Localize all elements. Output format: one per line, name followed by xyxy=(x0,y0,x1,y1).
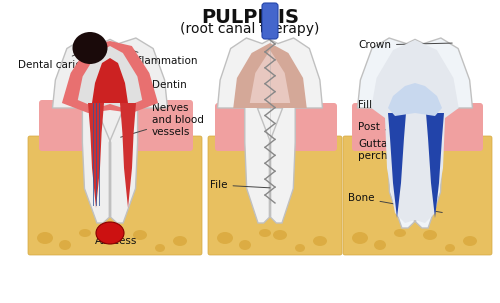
Text: Abscess: Abscess xyxy=(95,233,138,246)
Polygon shape xyxy=(120,103,136,208)
Polygon shape xyxy=(78,46,142,108)
Polygon shape xyxy=(358,38,472,228)
Ellipse shape xyxy=(352,232,368,244)
Text: (root canal therapy): (root canal therapy) xyxy=(180,22,320,36)
Ellipse shape xyxy=(463,236,477,246)
Text: Gutta
percha: Gutta percha xyxy=(358,139,430,165)
Ellipse shape xyxy=(79,229,91,237)
Polygon shape xyxy=(88,103,104,208)
Text: Filling: Filling xyxy=(358,100,434,110)
Text: File: File xyxy=(210,180,270,190)
Polygon shape xyxy=(218,38,322,223)
Ellipse shape xyxy=(37,232,53,244)
FancyBboxPatch shape xyxy=(215,103,337,151)
Text: Post: Post xyxy=(358,122,432,138)
Ellipse shape xyxy=(295,244,305,252)
Ellipse shape xyxy=(273,230,287,240)
Ellipse shape xyxy=(445,244,455,252)
Ellipse shape xyxy=(173,236,187,246)
Polygon shape xyxy=(388,113,406,218)
FancyBboxPatch shape xyxy=(39,100,193,151)
FancyBboxPatch shape xyxy=(28,136,202,255)
Text: Bone: Bone xyxy=(348,193,442,212)
Ellipse shape xyxy=(59,240,71,250)
Polygon shape xyxy=(372,40,458,223)
Ellipse shape xyxy=(313,236,327,246)
Ellipse shape xyxy=(155,244,165,252)
Ellipse shape xyxy=(423,230,437,240)
Polygon shape xyxy=(233,43,307,108)
Polygon shape xyxy=(92,58,128,103)
Text: PULPITIS: PULPITIS xyxy=(201,8,299,27)
Text: Crown: Crown xyxy=(358,40,452,50)
Ellipse shape xyxy=(259,229,271,237)
Polygon shape xyxy=(426,113,444,218)
Ellipse shape xyxy=(217,232,233,244)
Text: Dental caries: Dental caries xyxy=(18,49,87,70)
Polygon shape xyxy=(250,50,290,103)
Ellipse shape xyxy=(72,32,108,64)
FancyBboxPatch shape xyxy=(343,136,492,255)
Polygon shape xyxy=(388,83,442,116)
Text: Dentin: Dentin xyxy=(145,80,187,90)
Ellipse shape xyxy=(96,222,124,244)
Polygon shape xyxy=(62,41,158,113)
Text: Inflammation: Inflammation xyxy=(122,47,198,66)
FancyBboxPatch shape xyxy=(208,136,342,255)
Ellipse shape xyxy=(239,240,251,250)
Ellipse shape xyxy=(374,240,386,250)
Ellipse shape xyxy=(394,229,406,237)
FancyBboxPatch shape xyxy=(352,103,483,151)
Ellipse shape xyxy=(133,230,147,240)
Polygon shape xyxy=(52,38,168,223)
Text: Nerves
and blood
vessels: Nerves and blood vessels xyxy=(120,103,204,137)
FancyBboxPatch shape xyxy=(262,3,278,39)
